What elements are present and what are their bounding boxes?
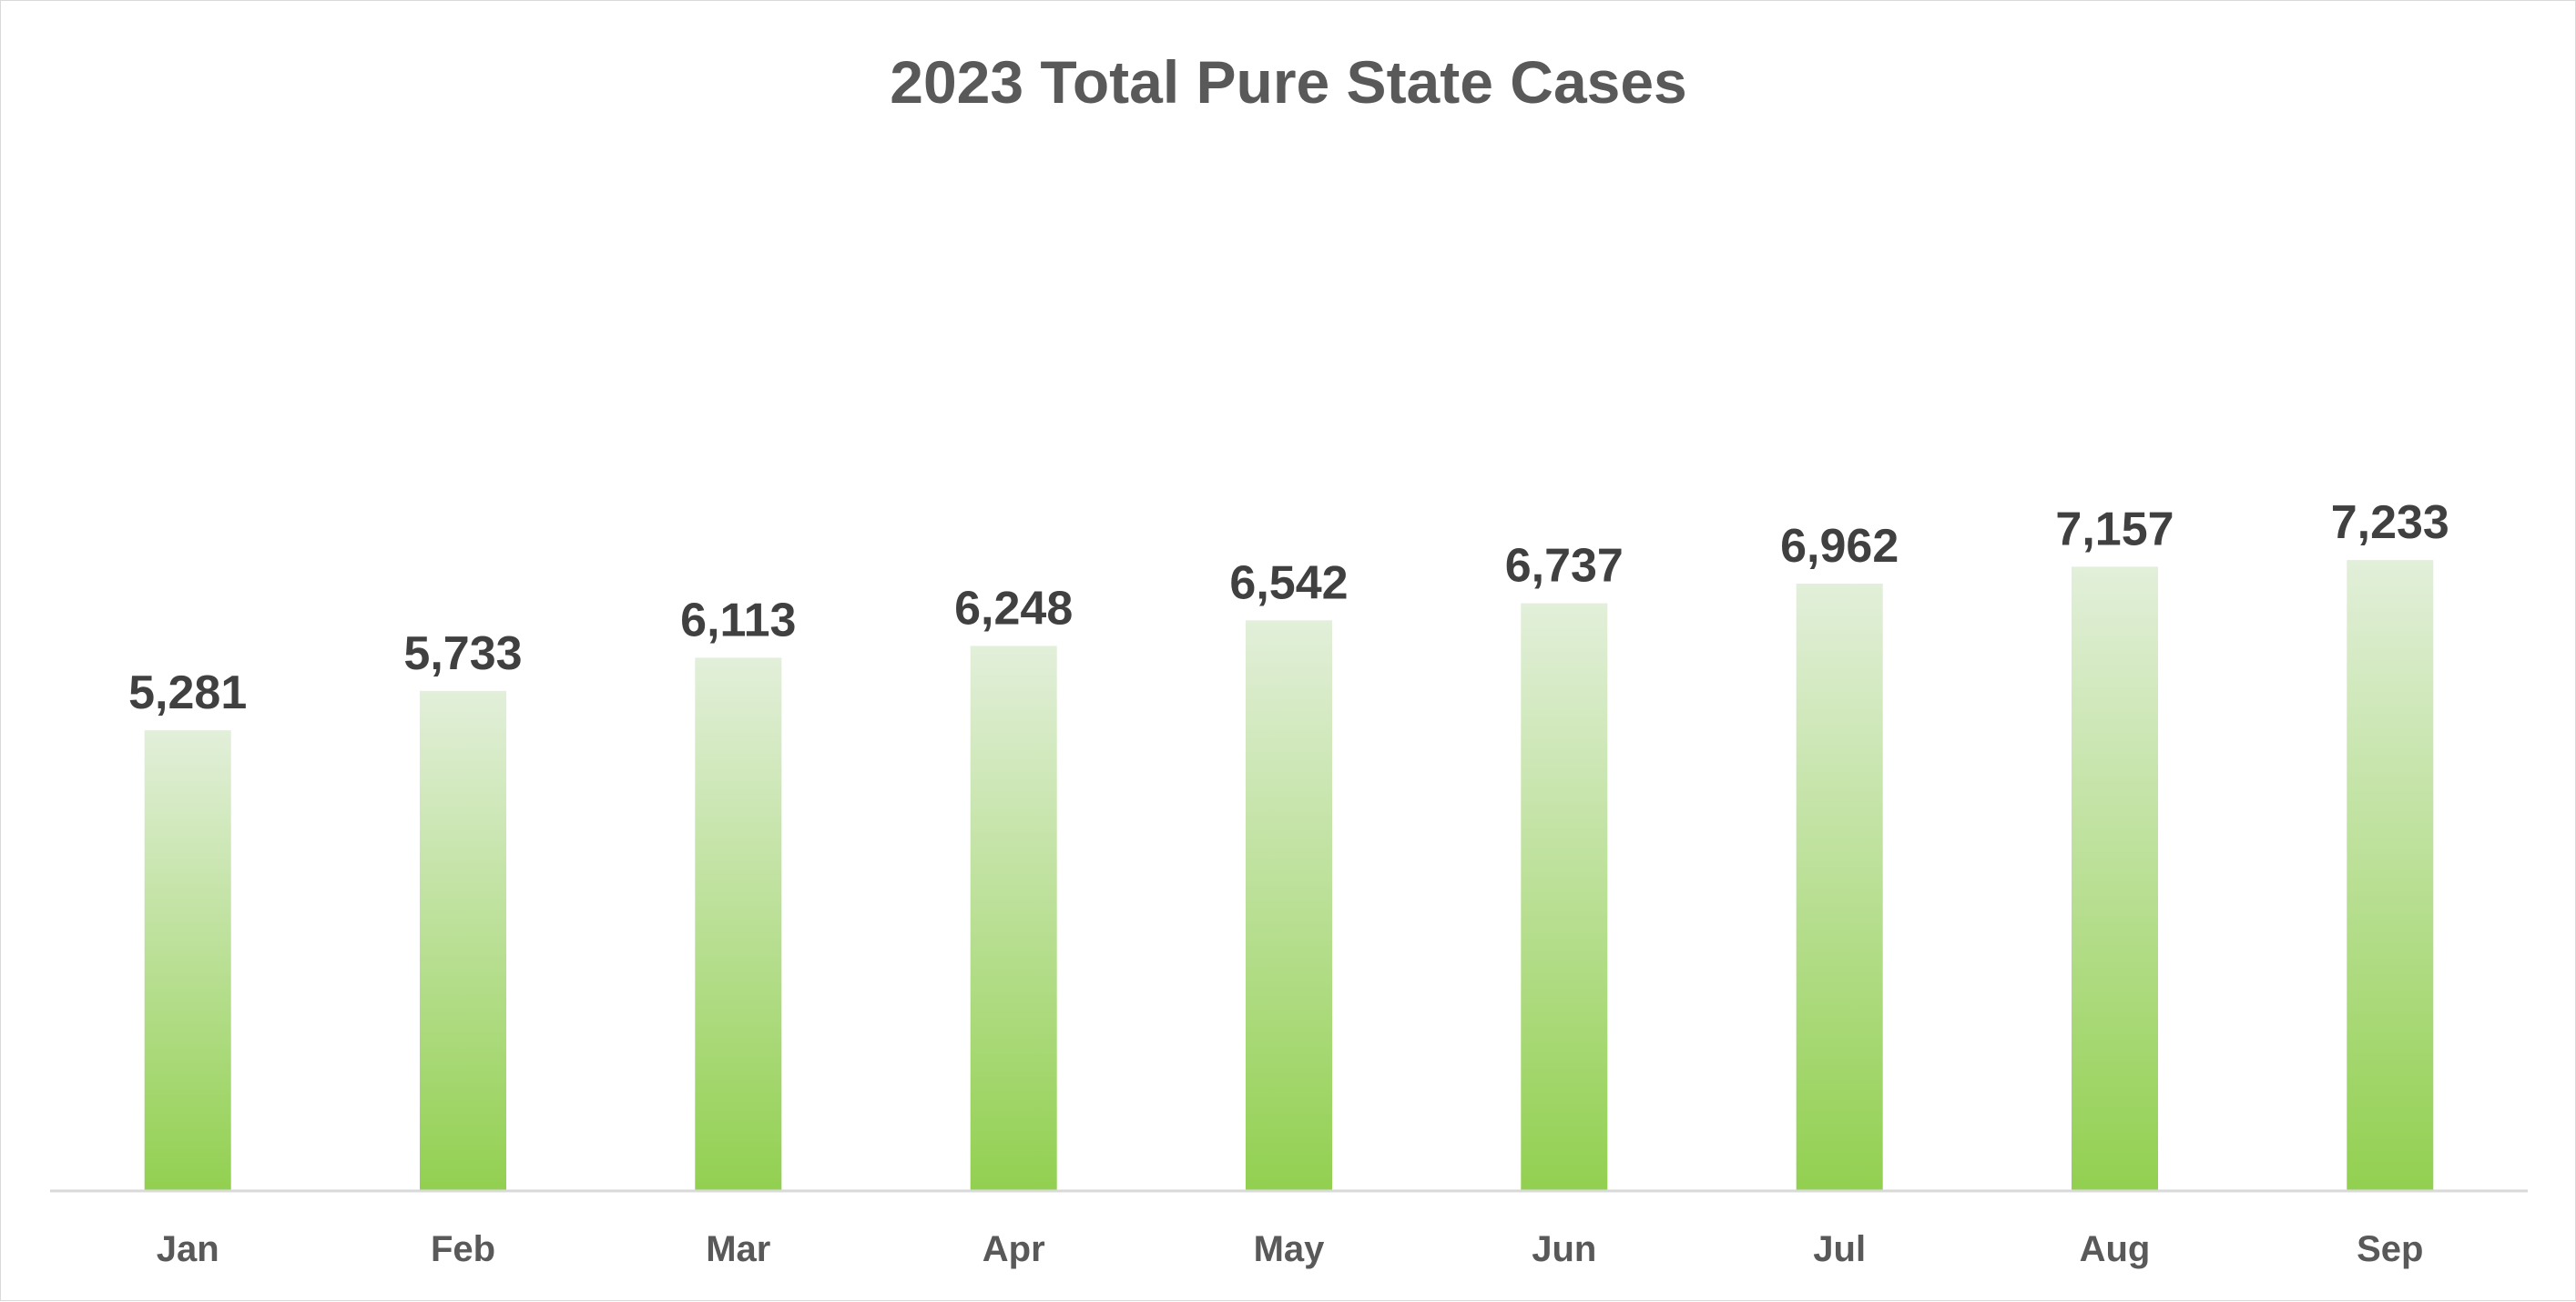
value-label-jun: 6,737 — [1505, 540, 1624, 593]
x-tick-label-aug: Aug — [2080, 1229, 2151, 1269]
bar-may — [1246, 620, 1332, 1191]
value-label-jul: 6,962 — [1780, 520, 1899, 573]
x-tick-label-jun: Jun — [1532, 1229, 1596, 1269]
bar-jun — [1521, 603, 1608, 1191]
bar-aug — [2072, 566, 2158, 1191]
x-tick-label-feb: Feb — [431, 1229, 495, 1269]
value-label-jan: 5,281 — [128, 666, 247, 719]
value-label-may: 6,542 — [1229, 556, 1348, 609]
x-tick-label-jan: Jan — [157, 1229, 219, 1269]
bar-sep — [2347, 560, 2434, 1191]
x-tick-labels: Jan Feb Mar Apr May Jun Jul Aug Sep — [157, 1229, 2424, 1269]
x-tick-label-sep: Sep — [2357, 1229, 2423, 1269]
value-label-aug: 7,157 — [2055, 503, 2174, 555]
chart-title: 2023 Total Pure State Cases — [890, 48, 1687, 116]
value-labels-group: 5,281 5,733 6,113 6,248 6,542 6,737 6,962 7,157… — [128, 496, 2449, 719]
x-tick-label-mar: Mar — [706, 1229, 770, 1269]
bar-mar — [695, 657, 782, 1191]
x-tick-label-jul: Jul — [1813, 1229, 1866, 1269]
bar-apr — [970, 646, 1057, 1191]
x-tick-label-may: May — [1254, 1229, 1326, 1269]
value-label-feb: 5,733 — [403, 627, 522, 680]
bar-jan — [144, 730, 231, 1191]
bar-feb — [420, 690, 506, 1191]
value-label-mar: 6,113 — [680, 594, 796, 646]
value-label-sep: 7,233 — [2331, 496, 2449, 549]
bar-jul — [1796, 584, 1883, 1191]
x-tick-label-apr: Apr — [983, 1229, 1045, 1269]
bars-group — [144, 560, 2434, 1191]
value-label-apr: 6,248 — [954, 582, 1073, 635]
